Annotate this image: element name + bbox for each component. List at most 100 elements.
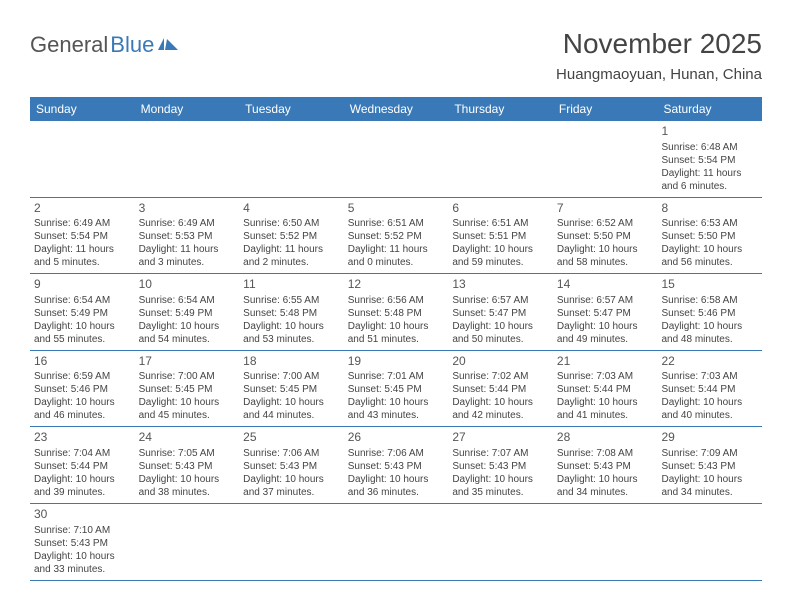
weekday-header: Saturday	[657, 97, 762, 121]
sunrise-text: Sunrise: 7:10 AM	[34, 524, 131, 537]
day-cell: 27Sunrise: 7:07 AMSunset: 5:43 PMDayligh…	[448, 427, 553, 503]
day-cell: 5Sunrise: 6:51 AMSunset: 5:52 PMDaylight…	[344, 198, 449, 274]
day-cell: 22Sunrise: 7:03 AMSunset: 5:44 PMDayligh…	[657, 351, 762, 427]
day-number: 10	[139, 277, 236, 293]
weekday-header: Thursday	[448, 97, 553, 121]
sunrise-text: Sunrise: 7:00 AM	[243, 370, 340, 383]
weekday-header: Friday	[553, 97, 658, 121]
sunrise-text: Sunrise: 6:48 AM	[661, 141, 758, 154]
sunrise-text: Sunrise: 6:49 AM	[34, 217, 131, 230]
daylight-text: Daylight: 10 hours and 50 minutes.	[452, 320, 549, 346]
sunrise-text: Sunrise: 6:57 AM	[557, 294, 654, 307]
daylight-text: Daylight: 10 hours and 46 minutes.	[34, 396, 131, 422]
sunrise-text: Sunrise: 6:56 AM	[348, 294, 445, 307]
empty-cell	[135, 121, 240, 197]
day-number: 5	[348, 201, 445, 217]
week-row: 23Sunrise: 7:04 AMSunset: 5:44 PMDayligh…	[30, 427, 762, 504]
day-cell: 19Sunrise: 7:01 AMSunset: 5:45 PMDayligh…	[344, 351, 449, 427]
daylight-text: Daylight: 11 hours and 2 minutes.	[243, 243, 340, 269]
daylight-text: Daylight: 10 hours and 38 minutes.	[139, 473, 236, 499]
daylight-text: Daylight: 10 hours and 48 minutes.	[661, 320, 758, 346]
daylight-text: Daylight: 10 hours and 37 minutes.	[243, 473, 340, 499]
day-cell: 28Sunrise: 7:08 AMSunset: 5:43 PMDayligh…	[553, 427, 658, 503]
sunrise-text: Sunrise: 7:03 AM	[661, 370, 758, 383]
day-cell: 26Sunrise: 7:06 AMSunset: 5:43 PMDayligh…	[344, 427, 449, 503]
day-cell: 7Sunrise: 6:52 AMSunset: 5:50 PMDaylight…	[553, 198, 658, 274]
sunrise-text: Sunrise: 7:00 AM	[139, 370, 236, 383]
sunset-text: Sunset: 5:45 PM	[348, 383, 445, 396]
weekday-header-row: SundayMondayTuesdayWednesdayThursdayFrid…	[30, 97, 762, 121]
weekday-header: Monday	[135, 97, 240, 121]
week-row: 9Sunrise: 6:54 AMSunset: 5:49 PMDaylight…	[30, 274, 762, 351]
logo: GeneralBlue	[30, 32, 182, 58]
day-cell: 13Sunrise: 6:57 AMSunset: 5:47 PMDayligh…	[448, 274, 553, 350]
sunrise-text: Sunrise: 6:50 AM	[243, 217, 340, 230]
day-number: 23	[34, 430, 131, 446]
day-cell: 1Sunrise: 6:48 AMSunset: 5:54 PMDaylight…	[657, 121, 762, 197]
sunrise-text: Sunrise: 7:03 AM	[557, 370, 654, 383]
sunrise-text: Sunrise: 6:53 AM	[661, 217, 758, 230]
sunset-text: Sunset: 5:46 PM	[34, 383, 131, 396]
sunrise-text: Sunrise: 6:49 AM	[139, 217, 236, 230]
day-cell: 2Sunrise: 6:49 AMSunset: 5:54 PMDaylight…	[30, 198, 135, 274]
sunset-text: Sunset: 5:44 PM	[557, 383, 654, 396]
day-number: 16	[34, 354, 131, 370]
location: Huangmaoyuan, Hunan, China	[556, 66, 762, 83]
sunset-text: Sunset: 5:47 PM	[452, 307, 549, 320]
day-number: 27	[452, 430, 549, 446]
daylight-text: Daylight: 10 hours and 59 minutes.	[452, 243, 549, 269]
week-row: 2Sunrise: 6:49 AMSunset: 5:54 PMDaylight…	[30, 198, 762, 275]
sunrise-text: Sunrise: 6:58 AM	[661, 294, 758, 307]
daylight-text: Daylight: 10 hours and 34 minutes.	[661, 473, 758, 499]
sunset-text: Sunset: 5:45 PM	[139, 383, 236, 396]
day-number: 21	[557, 354, 654, 370]
sunset-text: Sunset: 5:45 PM	[243, 383, 340, 396]
daylight-text: Daylight: 11 hours and 0 minutes.	[348, 243, 445, 269]
sunset-text: Sunset: 5:47 PM	[557, 307, 654, 320]
daylight-text: Daylight: 10 hours and 39 minutes.	[34, 473, 131, 499]
day-cell: 23Sunrise: 7:04 AMSunset: 5:44 PMDayligh…	[30, 427, 135, 503]
sunset-text: Sunset: 5:44 PM	[34, 460, 131, 473]
logo-text-gray: General	[30, 32, 108, 58]
month-title: November 2025	[556, 28, 762, 60]
empty-cell	[344, 504, 449, 580]
empty-cell	[239, 121, 344, 197]
empty-cell	[239, 504, 344, 580]
week-row: 1Sunrise: 6:48 AMSunset: 5:54 PMDaylight…	[30, 121, 762, 198]
weekday-header: Sunday	[30, 97, 135, 121]
empty-cell	[30, 121, 135, 197]
day-number: 17	[139, 354, 236, 370]
empty-cell	[657, 504, 762, 580]
empty-cell	[344, 121, 449, 197]
empty-cell	[448, 121, 553, 197]
day-number: 11	[243, 277, 340, 293]
sunset-text: Sunset: 5:49 PM	[139, 307, 236, 320]
weekday-header: Tuesday	[239, 97, 344, 121]
sunrise-text: Sunrise: 6:51 AM	[348, 217, 445, 230]
day-number: 6	[452, 201, 549, 217]
day-cell: 15Sunrise: 6:58 AMSunset: 5:46 PMDayligh…	[657, 274, 762, 350]
sunset-text: Sunset: 5:43 PM	[557, 460, 654, 473]
daylight-text: Daylight: 10 hours and 55 minutes.	[34, 320, 131, 346]
day-number: 22	[661, 354, 758, 370]
day-number: 26	[348, 430, 445, 446]
sunrise-text: Sunrise: 7:06 AM	[243, 447, 340, 460]
day-number: 13	[452, 277, 549, 293]
week-row: 30Sunrise: 7:10 AMSunset: 5:43 PMDayligh…	[30, 504, 762, 581]
daylight-text: Daylight: 10 hours and 45 minutes.	[139, 396, 236, 422]
sunrise-text: Sunrise: 7:04 AM	[34, 447, 131, 460]
day-number: 4	[243, 201, 340, 217]
sunset-text: Sunset: 5:48 PM	[348, 307, 445, 320]
day-number: 19	[348, 354, 445, 370]
flag-icon	[158, 32, 182, 58]
daylight-text: Daylight: 10 hours and 51 minutes.	[348, 320, 445, 346]
sunset-text: Sunset: 5:50 PM	[557, 230, 654, 243]
day-number: 25	[243, 430, 340, 446]
sunrise-text: Sunrise: 7:07 AM	[452, 447, 549, 460]
day-number: 2	[34, 201, 131, 217]
sunrise-text: Sunrise: 6:57 AM	[452, 294, 549, 307]
sunset-text: Sunset: 5:51 PM	[452, 230, 549, 243]
sunrise-text: Sunrise: 7:01 AM	[348, 370, 445, 383]
day-cell: 16Sunrise: 6:59 AMSunset: 5:46 PMDayligh…	[30, 351, 135, 427]
sunrise-text: Sunrise: 6:54 AM	[139, 294, 236, 307]
